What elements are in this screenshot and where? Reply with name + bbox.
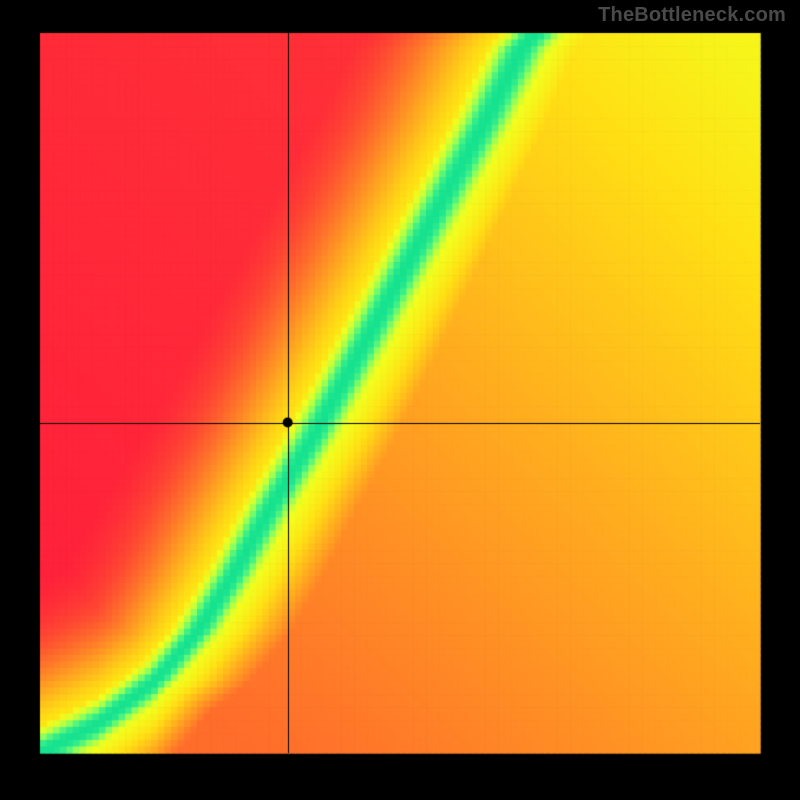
chart-container: { "watermark": "TheBottleneck.com", "can… xyxy=(0,0,800,800)
watermark-text: TheBottleneck.com xyxy=(598,4,786,27)
bottleneck-heatmap xyxy=(0,0,800,800)
